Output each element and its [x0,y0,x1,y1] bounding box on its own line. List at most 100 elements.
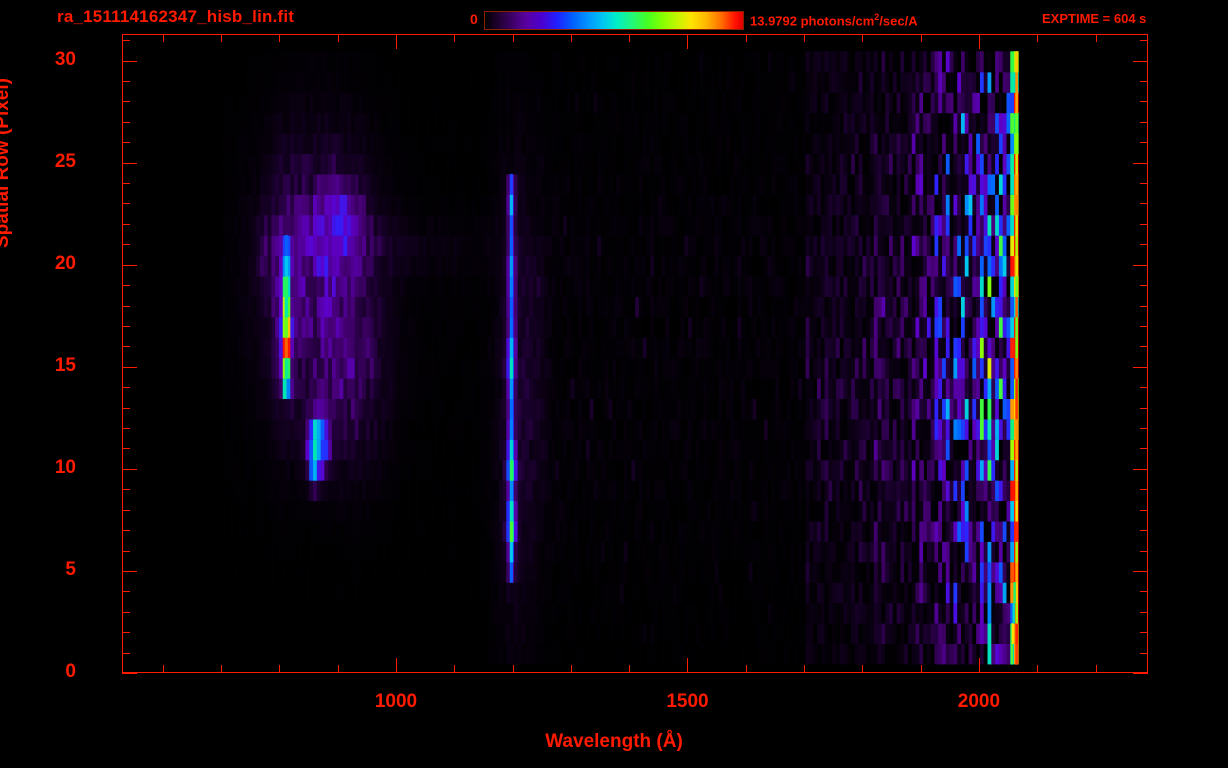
y-tick-right-22 [1140,223,1148,225]
x-tick-bottom-2000 [978,658,980,673]
x-tick-bottom-1900 [920,665,922,673]
y-tick-right-29 [1140,80,1148,82]
x-tick-top-2100 [1037,34,1039,42]
y-tick-right-9 [1140,489,1148,491]
x-tick-bottom-1600 [745,665,747,673]
exposure-time-label: EXPTIME = 604 s [1042,11,1147,26]
y-tick-left-0 [122,673,137,674]
spectrogram-image [123,35,1147,672]
colorbar-units-exponent: 2 [874,12,880,22]
y-tick-left-20 [122,264,137,266]
y-tick-label-15: 15 [54,354,76,376]
y-tick-right-12 [1140,428,1148,430]
x-tick-top-2000 [978,34,980,49]
x-tick-bottom-1000 [395,658,397,673]
y-tick-left-12 [122,428,130,430]
y-tick-right-24 [1140,183,1148,185]
x-tick-label-1000: 1000 [374,691,418,712]
y-tick-label-20: 20 [54,252,76,274]
x-tick-top-1600 [745,34,747,42]
y-tick-left-17 [122,325,130,327]
y-tick-left-21 [122,244,130,246]
y-tick-left-22 [122,223,130,225]
y-tick-left-27 [122,121,130,123]
x-tick-top-1500 [687,34,689,49]
y-tick-left-9 [122,489,130,491]
x-tick-bottom-700 [221,665,223,673]
x-tick-bottom-2100 [1037,665,1039,673]
y-tick-right-15 [1133,366,1148,368]
x-tick-bottom-1500 [687,658,689,673]
x-tick-top-900 [337,34,339,42]
y-axis-title: Spatial Row (Pixel) [0,78,13,248]
y-tick-left-25 [122,162,137,164]
y-tick-left-6 [122,550,130,552]
y-tick-right-26 [1140,142,1148,144]
y-tick-right-6 [1140,550,1148,552]
y-tick-left-4 [122,591,130,593]
y-tick-left-13 [122,407,130,409]
y-tick-right-21 [1140,244,1148,246]
y-tick-right-7 [1140,530,1148,532]
x-tick-top-1300 [570,34,572,42]
y-tick-left-11 [122,448,130,450]
y-tick-right-18 [1140,305,1148,307]
x-axis-title: Wavelength (Å) [545,731,683,752]
x-tick-bottom-1200 [512,665,514,673]
x-tick-bottom-800 [279,665,281,673]
y-tick-label-25: 25 [54,150,76,172]
y-tick-left-7 [122,530,130,532]
y-tick-right-5 [1133,570,1148,572]
y-tick-left-8 [122,509,130,511]
x-tick-bottom-900 [337,665,339,673]
x-tick-top-1000 [395,34,397,49]
x-tick-top-600 [162,34,164,42]
x-tick-top-1700 [804,34,806,42]
y-tick-right-3 [1140,611,1148,613]
y-tick-right-10 [1133,468,1148,470]
x-tick-bottom-1800 [862,665,864,673]
colorbar-units-pre: photons/cm [797,13,875,29]
x-tick-top-1400 [629,34,631,42]
colorbar-units-post: /sec/A [879,13,918,29]
x-tick-bottom-1100 [454,665,456,673]
y-tick-left-28 [122,101,130,103]
y-tick-right-0 [1133,673,1148,674]
y-tick-left-3 [122,611,130,613]
y-tick-right-1 [1140,652,1148,654]
y-tick-left-5 [122,570,137,572]
x-tick-top-1100 [454,34,456,42]
y-tick-right-20 [1133,264,1148,266]
y-tick-left-30 [122,60,137,62]
plot-frame [122,34,1148,673]
x-tick-bottom-2200 [1095,665,1097,673]
x-tick-bottom-1400 [629,665,631,673]
y-tick-left-23 [122,203,130,205]
y-tick-right-25 [1133,162,1148,164]
y-tick-left-16 [122,346,130,348]
y-tick-right-31 [1140,40,1148,42]
x-tick-label-1500: 1500 [666,691,709,712]
x-tick-top-1900 [920,34,922,42]
x-tick-bottom-600 [162,665,164,673]
x-tick-top-1800 [862,34,864,42]
y-tick-left-14 [122,387,130,389]
y-tick-left-18 [122,305,130,307]
y-tick-left-31 [122,40,130,42]
y-tick-left-2 [122,632,130,634]
y-tick-right-17 [1140,325,1148,327]
y-tick-left-29 [122,80,130,82]
y-tick-right-11 [1140,448,1148,450]
x-tick-bottom-1300 [570,665,572,673]
x-tick-top-800 [279,34,281,42]
y-tick-label-5: 5 [65,558,76,580]
y-tick-left-19 [122,285,130,287]
y-tick-right-2 [1140,632,1148,634]
y-tick-left-10 [122,468,137,470]
y-tick-label-10: 10 [54,456,76,478]
y-tick-right-28 [1140,101,1148,103]
y-tick-right-13 [1140,407,1148,409]
y-tick-right-16 [1140,346,1148,348]
file-title: ra_151114162347_hisb_lin.fit [57,7,295,26]
